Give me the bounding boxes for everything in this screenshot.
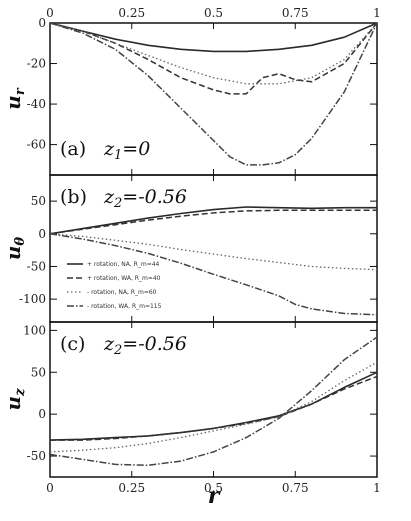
- series-line-dashdot: [50, 233, 377, 316]
- x-tick-label: 0.5: [204, 6, 223, 20]
- x-tick-label: 0.25: [118, 6, 145, 20]
- condition-value: =-0.56: [122, 333, 187, 355]
- legend-entry: + rotation, NA, R_m=44: [87, 261, 160, 268]
- y-axis-label: ur: [1, 87, 28, 110]
- x-tick-label: 0.5: [204, 481, 223, 495]
- y-tick-label: 0: [38, 407, 46, 421]
- series-line-solid: [50, 23, 377, 53]
- y-tick-label: -50: [27, 449, 46, 463]
- y-tick-label: -50: [27, 259, 46, 273]
- x-tick-label: 0.75: [282, 6, 309, 20]
- series-line-dashdot: [50, 23, 377, 166]
- x-tick-label: 0.25: [118, 481, 145, 495]
- y-tick-label: 50: [31, 365, 46, 379]
- panel-label: (b): [60, 186, 87, 208]
- x-tick-label: 0: [46, 481, 54, 495]
- series-line-dotted: [50, 233, 377, 271]
- condition-label: z2=-0.56: [103, 333, 187, 358]
- x-axis-label: r: [208, 483, 221, 509]
- panel-a: 0 -20 -40 -60 0 0.25 0.5 0.75 1 ur (a) z1=0: [1, 6, 381, 176]
- legend-entry: + rotation, WA, R_m=40: [87, 275, 161, 282]
- panel-label: (a): [60, 138, 86, 160]
- condition-label: z2=-0.56: [103, 186, 187, 211]
- series-line-dotted: [50, 23, 377, 85]
- series-line-dashdot: [50, 336, 377, 467]
- y-tick-label: -20: [27, 57, 46, 71]
- panel-label: (c): [60, 333, 85, 355]
- condition-subscript: 2: [113, 343, 122, 358]
- series-line-solid: [50, 206, 377, 235]
- legend-entry: - rotation, WA, R_m=115: [87, 303, 162, 310]
- y-tick-label: 100: [23, 323, 46, 337]
- series-line-dotted: [50, 361, 377, 453]
- x-tick-label: 0: [46, 6, 54, 20]
- condition-value: =-0.56: [122, 186, 187, 208]
- y-tick-label: -40: [27, 97, 46, 111]
- condition-label: z1=0: [103, 138, 150, 163]
- condition-subscript: 1: [114, 148, 122, 163]
- series-line-solid: [50, 371, 377, 441]
- axes-frame: [49, 321, 378, 478]
- y-tick-label: 0: [38, 16, 46, 30]
- axes-frame: [49, 174, 378, 323]
- x-tick-label: 0.75: [282, 481, 309, 495]
- x-tick-label: 1: [373, 481, 381, 495]
- y-tick-label: -100: [19, 292, 46, 306]
- series-line-dashed: [50, 209, 377, 235]
- y-tick-label: 50: [31, 194, 46, 208]
- y-axis-label-subscript: r: [13, 87, 28, 95]
- condition-value: =0: [122, 138, 150, 160]
- x-tick-label: 1: [373, 6, 381, 20]
- y-axis-label: uθ: [1, 237, 28, 261]
- y-axis-label: uz: [1, 388, 28, 411]
- condition-subscript: 2: [113, 196, 122, 211]
- y-axis-label-subscript: z: [13, 388, 28, 397]
- axes-frame: [49, 22, 378, 176]
- panel-b: 50 0 -50 -100 uθ (b) z2=-0.56 + rotation, NA, R…: [1, 174, 378, 323]
- series-line-dashed: [50, 375, 377, 441]
- y-tick-label: 0: [38, 227, 46, 241]
- legend: + rotation, NA, R_m=44 + rotation, WA, R_…: [67, 261, 162, 310]
- legend-entry: - rotation, NA, R_m=60: [87, 289, 157, 296]
- y-axis-label-subscript: θ: [13, 237, 28, 246]
- series-line-dashed: [50, 23, 377, 95]
- y-tick-label: -60: [27, 138, 46, 152]
